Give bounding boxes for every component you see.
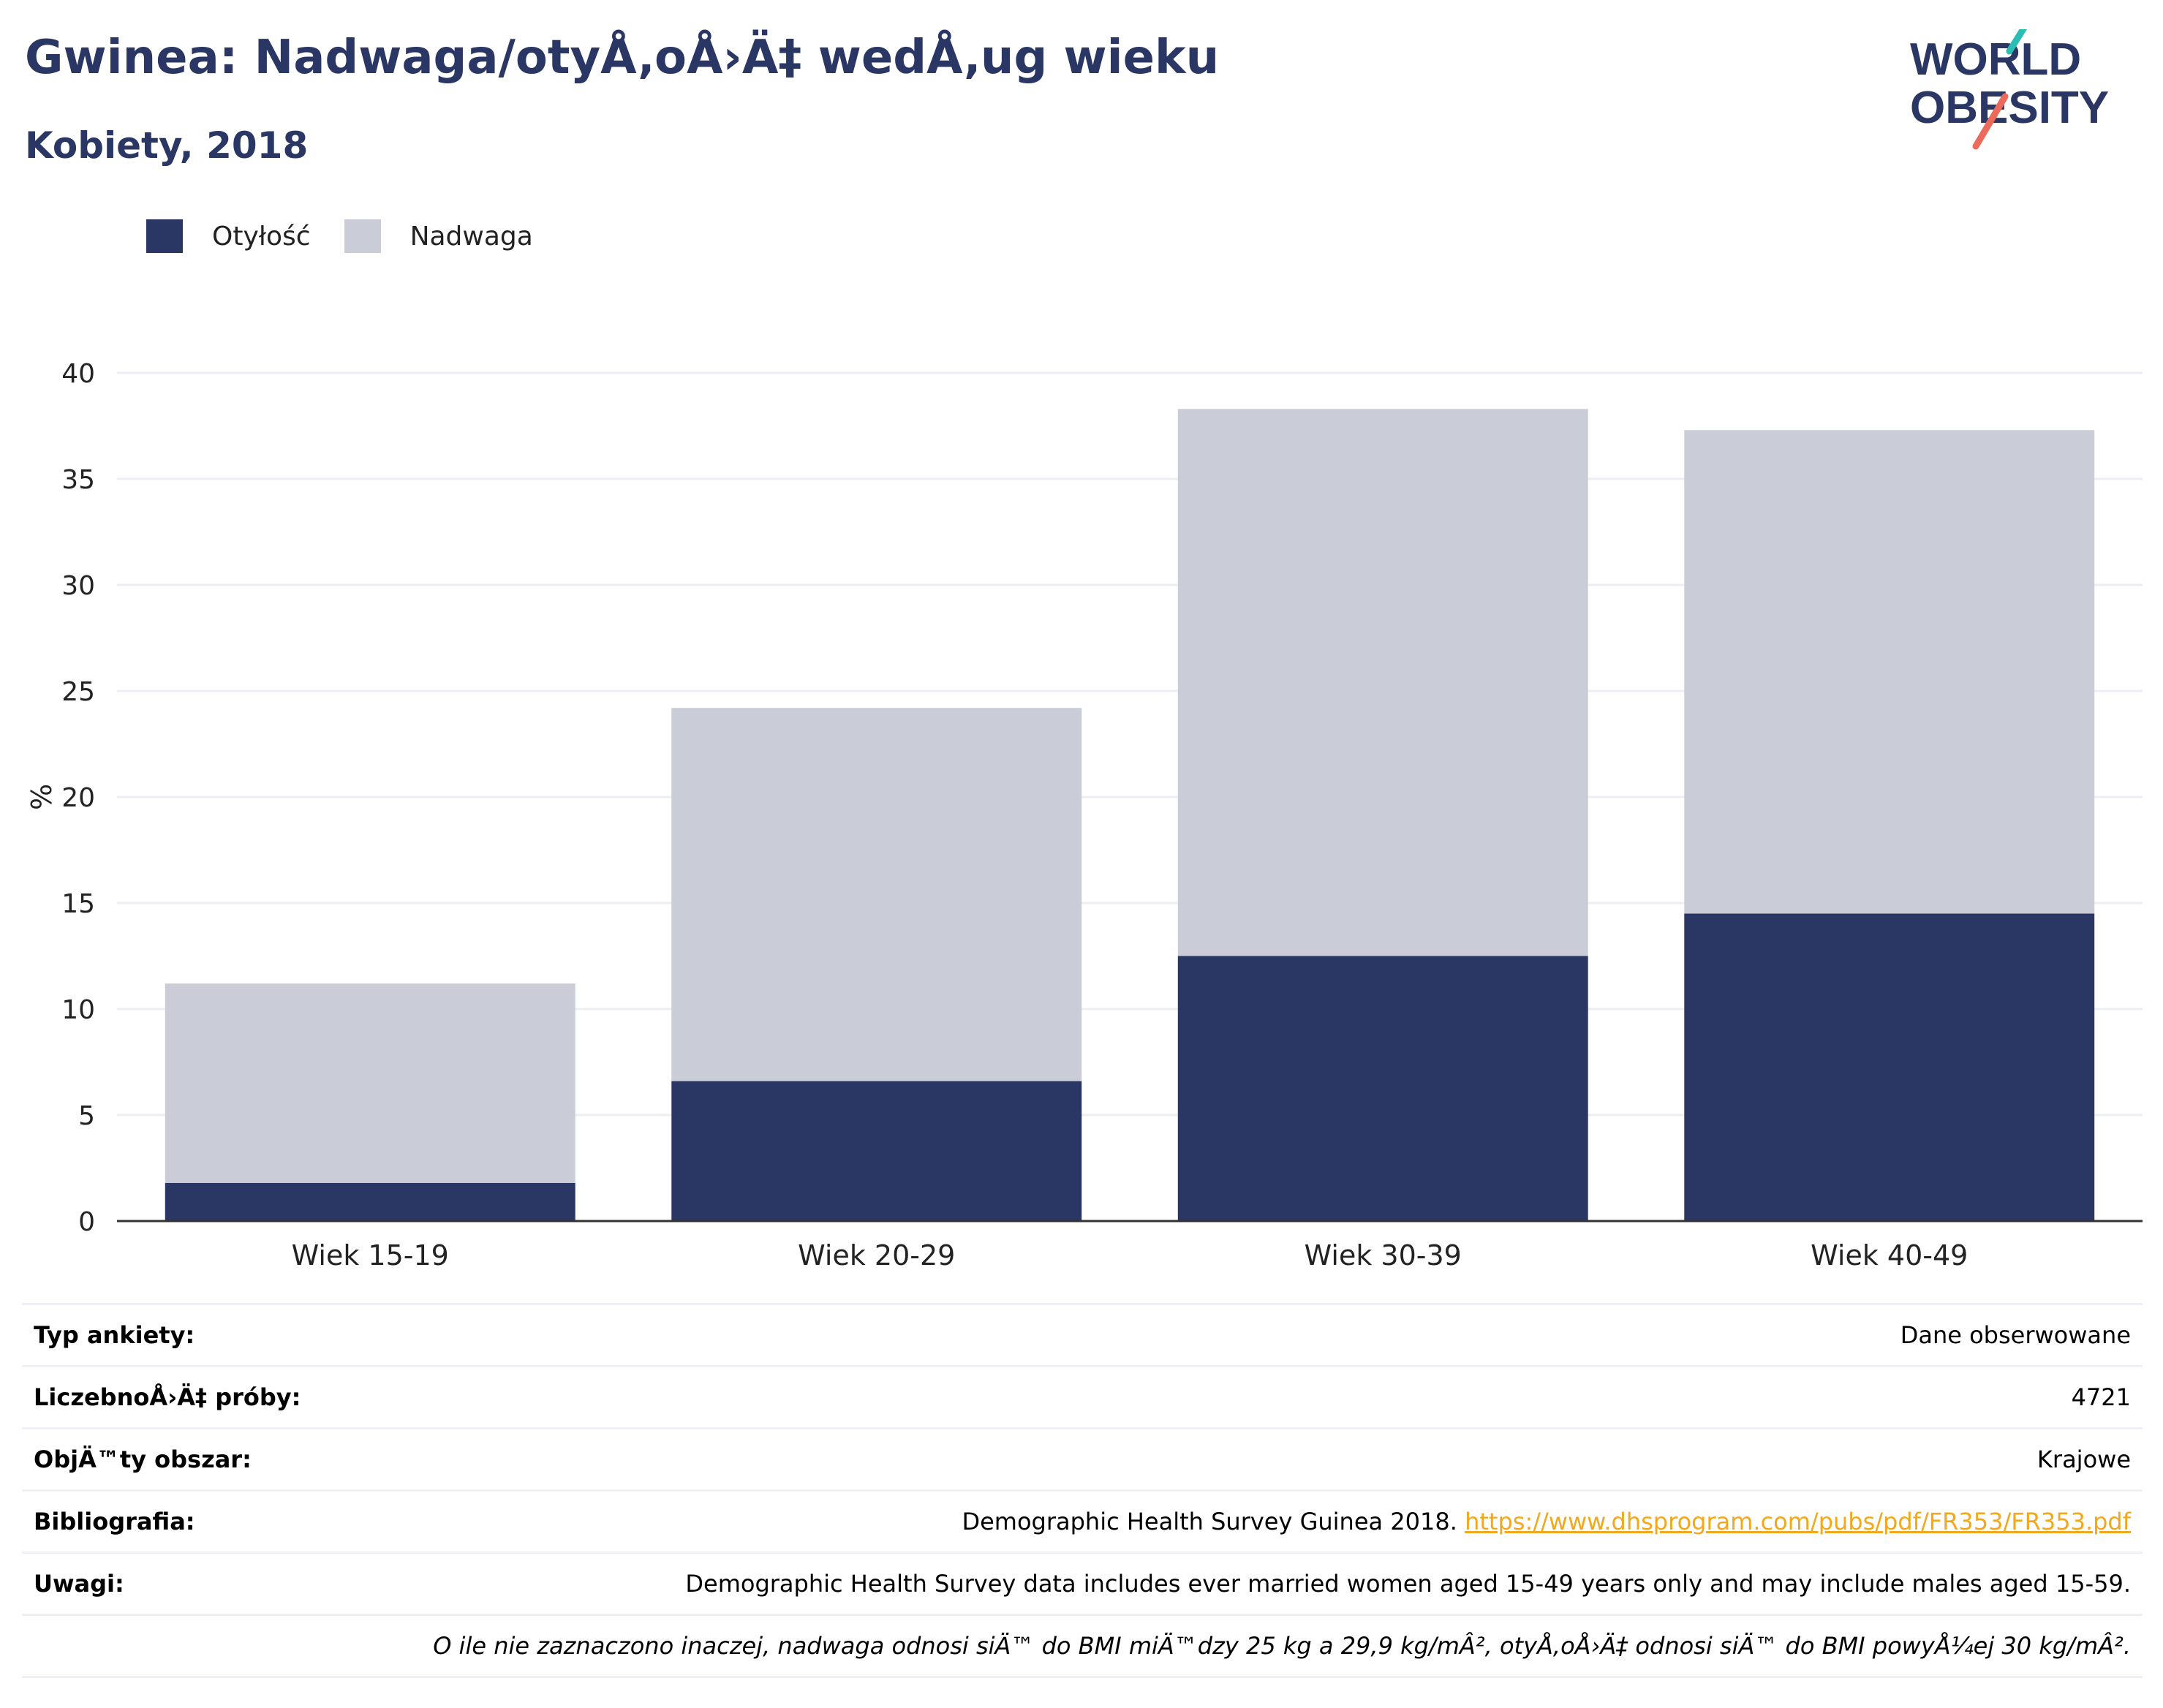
meta-row-survey-type: Typ ankiety: Dane obserwowane [22,1303,2143,1365]
y-tick-label: 35 [61,465,95,495]
legend-swatch-obesity [146,219,183,253]
meta-value: 4721 [2071,1383,2131,1411]
logo-line-1: WORLD [1910,34,2081,85]
legend-item-overweight[interactable]: Nadwaga [344,219,533,253]
bibliography-text: Demographic Health Survey Guinea 2018. [962,1508,1457,1535]
x-tick-label: Wiek 30-39 [1305,1239,1462,1271]
legend-label-obesity: Otyłość [212,221,311,252]
chart-title: Gwinea: Nadwaga/otyÅ‚oÅ›Ä‡ wedÅ‚ug wieku [25,31,1220,85]
meta-row-bmi-note: O ile nie zaznaczono inaczej, nadwaga od… [22,1614,2143,1678]
legend-label-overweight: Nadwaga [409,221,533,252]
meta-value: Demographic Health Survey data includes … [685,1570,2131,1598]
metadata-table: Typ ankiety: Dane obserwowane LiczebnoÅ›… [22,1303,2143,1678]
y-tick-label: 25 [61,677,95,707]
bibliography-link[interactable]: https://www.dhsprogram.com/pubs/pdf/FR35… [1465,1508,2131,1535]
chart-legend: Otyłość Nadwaga [146,218,567,254]
legend-item-obesity[interactable]: Otyłość [146,219,311,253]
bar-obesity [671,1081,1082,1221]
meta-row-bibliography: Bibliografia: Demographic Health Survey … [22,1489,2143,1552]
y-tick-label: 30 [61,571,95,601]
legend-swatch-overweight [344,219,381,253]
y-tick-label: 10 [61,995,95,1025]
meta-label: Uwagi: [34,1570,124,1598]
meta-value: Krajowe [2036,1446,2131,1473]
bar-obesity [1177,956,1588,1221]
x-tick-label: Wiek 40-49 [1811,1239,1968,1271]
x-tick-label: Wiek 15-19 [292,1239,449,1271]
bar-obesity [165,1182,575,1221]
meta-row-sample-size: LiczebnoÅ›Ä‡ próby: 4721 [22,1365,2143,1427]
logo-slash-coral [1972,93,2009,150]
chart-subtitle: Kobiety, 2018 [25,124,309,167]
meta-row-notes: Uwagi: Demographic Health Survey data in… [22,1552,2143,1614]
meta-label: LiczebnoÅ›Ä‡ próby: [34,1383,301,1411]
world-obesity-logo: WORLD OBESITY [1910,29,2109,150]
y-tick-label: 20 [61,783,95,813]
bar-overweight [1684,430,2095,914]
meta-value: Demographic Health Survey Guinea 2018. h… [962,1508,2143,1535]
logo-slash-teal [2006,29,2028,55]
meta-label: Typ ankiety: [34,1321,195,1349]
bmi-definition-note: O ile nie zaznaczono inaczej, nadwaga od… [433,1632,2131,1660]
y-tick-label: 5 [78,1101,95,1131]
meta-label: Bibliografia: [34,1508,195,1535]
bar-chart: 0 5 10 15 20 25 30 35 40% Wiek 15-19 Wiek 20-29 Wie… [26,359,2143,1271]
bar-obesity [1684,913,2095,1221]
bar-overweight [671,708,1082,1081]
meta-label: ObjÄ™ty obszar: [34,1446,252,1473]
meta-row-area: ObjÄ™ty obszar: Krajowe [22,1427,2143,1489]
y-tick-label: 0 [78,1207,95,1237]
bar-overweight [165,983,575,1183]
logo-line-2: OBESITY [1910,83,2109,133]
x-tick-label: Wiek 20-29 [798,1239,955,1271]
meta-value: Dane obserwowane [1900,1321,2131,1349]
y-tick-label: 15 [61,889,95,919]
bar-overweight [1177,409,1588,956]
y-tick-label: 40 [61,359,95,389]
y-axis-title: % [26,784,58,810]
